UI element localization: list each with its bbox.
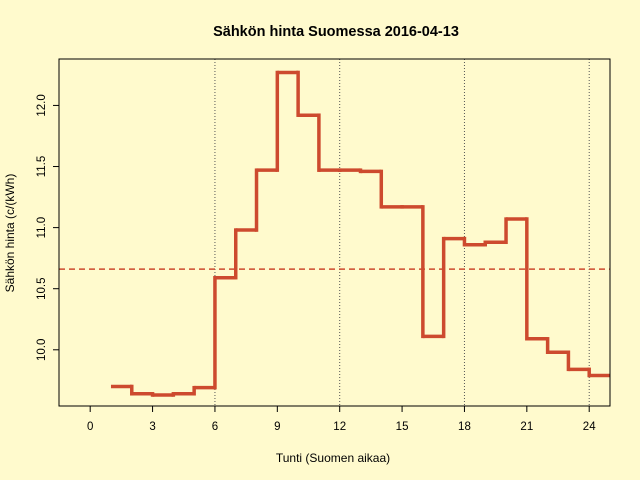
y-tick-label: 12.0 — [36, 94, 48, 116]
chart-title: Sähkön hinta Suomessa 2016-04-13 — [213, 24, 459, 40]
y-tick-label: 11.5 — [36, 156, 48, 178]
x-axis-label: Tunti (Suomen aikaa) — [276, 451, 390, 465]
x-tick-label: 15 — [396, 421, 409, 433]
x-tick-label: 6 — [212, 421, 218, 433]
y-tick-label: 10.0 — [36, 339, 48, 361]
x-tick-label: 12 — [333, 421, 346, 433]
x-tick-label: 21 — [520, 421, 533, 433]
x-tick-label: 18 — [458, 421, 471, 433]
x-axis-ticks: 0 3 6 9 12 15 18 21 24 — [87, 406, 596, 433]
y-axis-label: Sähkön hinta (c/(kWh) — [3, 174, 17, 293]
x-tick-label: 0 — [87, 421, 93, 433]
x-tick-label: 3 — [149, 421, 155, 433]
y-axis-ticks: 10.0 10.5 11.0 11.5 12.0 — [36, 94, 59, 361]
plot-frame — [58, 58, 611, 407]
price-series-group — [110, 70, 610, 397]
x-tick-label: 9 — [274, 421, 280, 433]
x-tick-label: 24 — [583, 421, 596, 433]
vertical-grid-lines — [214, 59, 590, 406]
y-tick-label: 11.0 — [36, 217, 48, 239]
y-tick-label: 10.5 — [36, 278, 48, 300]
